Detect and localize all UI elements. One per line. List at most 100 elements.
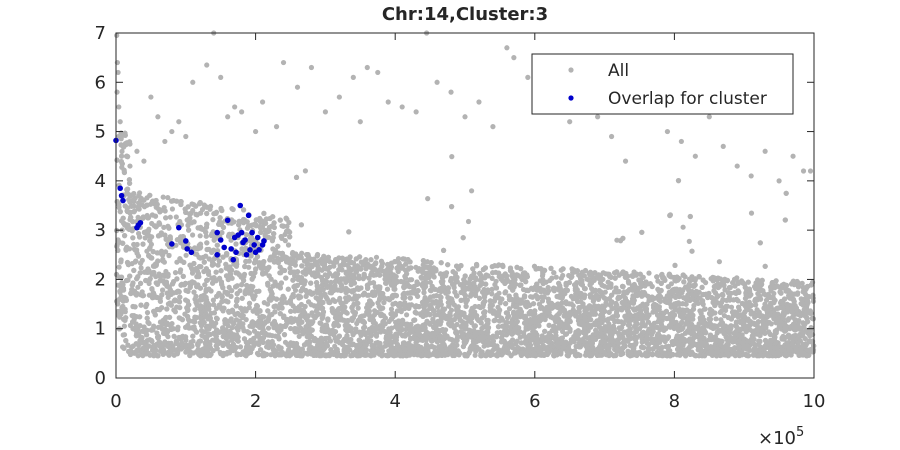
- all-point: [141, 324, 147, 330]
- all-point: [121, 323, 127, 329]
- all-point: [190, 338, 196, 344]
- all-point: [190, 207, 196, 214]
- all-point: [506, 306, 513, 312]
- all-point: [355, 305, 361, 311]
- all-point: [469, 188, 475, 194]
- all-point: [246, 264, 252, 270]
- all-point: [119, 148, 125, 154]
- all-point: [149, 220, 155, 227]
- all-point: [165, 195, 171, 201]
- all-point: [713, 316, 719, 322]
- all-point: [186, 318, 192, 324]
- all-point: [285, 242, 292, 248]
- all-point: [465, 218, 472, 225]
- all-point: [230, 206, 236, 213]
- all-point: [161, 224, 167, 230]
- all-point: [728, 304, 735, 310]
- all-point: [210, 217, 216, 223]
- all-point: [799, 280, 805, 286]
- all-point: [138, 265, 144, 271]
- all-point: [172, 270, 179, 276]
- all-point: [646, 270, 652, 276]
- all-point: [427, 279, 433, 285]
- all-point: [135, 284, 141, 290]
- all-point: [246, 305, 252, 311]
- all-point: [115, 282, 121, 288]
- all-point: [425, 196, 431, 202]
- all-point: [314, 253, 320, 259]
- all-point: [296, 295, 302, 301]
- chart-title: Chr:14,Cluster:3: [382, 4, 548, 25]
- all-point: [265, 325, 272, 331]
- all-point: [403, 326, 409, 333]
- all-point: [454, 321, 460, 328]
- all-point: [229, 324, 235, 331]
- all-point: [720, 292, 726, 298]
- all-point: [539, 298, 546, 304]
- all-point: [394, 308, 400, 314]
- all-point: [144, 310, 151, 316]
- all-point: [734, 275, 740, 281]
- all-point: [146, 280, 152, 287]
- all-point: [210, 297, 216, 303]
- all-point: [489, 275, 495, 281]
- all-point: [288, 256, 294, 262]
- all-point: [192, 307, 198, 313]
- all-point: [190, 232, 196, 238]
- all-point: [553, 274, 559, 280]
- all-point: [120, 332, 126, 338]
- all-point: [197, 233, 203, 239]
- all-point: [288, 325, 294, 332]
- all-point: [229, 288, 235, 294]
- all-point: [199, 332, 205, 339]
- all-point: [177, 269, 183, 275]
- all-point: [581, 273, 588, 279]
- all-point: [116, 264, 122, 270]
- all-point: [652, 295, 658, 301]
- all-point: [716, 259, 723, 265]
- all-point: [398, 309, 404, 315]
- all-point: [721, 313, 728, 319]
- all-point: [173, 242, 179, 248]
- all-point: [237, 344, 244, 350]
- all-point: [155, 324, 161, 330]
- all-point: [448, 275, 454, 282]
- all-point: [662, 338, 668, 345]
- all-point: [256, 352, 262, 358]
- all-point: [493, 278, 499, 284]
- all-point: [173, 214, 179, 220]
- all-point: [164, 290, 170, 296]
- all-point: [265, 301, 271, 307]
- all-point: [449, 154, 455, 160]
- all-point: [129, 313, 135, 319]
- all-point: [167, 214, 173, 220]
- all-point: [680, 224, 686, 230]
- all-point: [686, 238, 692, 244]
- scatter-cloud-all: [113, 130, 817, 359]
- all-point: [287, 265, 293, 271]
- all-point: [337, 280, 343, 286]
- all-point: [371, 312, 378, 318]
- all-point: [175, 324, 181, 330]
- all-point: [748, 210, 755, 216]
- all-point: [388, 306, 395, 312]
- all-point: [215, 262, 221, 268]
- all-point: [296, 333, 302, 339]
- all-point: [340, 276, 346, 282]
- all-point: [231, 321, 237, 327]
- all-point: [404, 312, 410, 318]
- all-point: [174, 259, 180, 265]
- all-point: [160, 194, 166, 200]
- all-point: [153, 274, 159, 280]
- all-point: [332, 279, 338, 285]
- all-point: [373, 254, 380, 260]
- all-point: [117, 289, 123, 296]
- all-point: [560, 272, 566, 279]
- all-point: [169, 206, 175, 212]
- all-point: [489, 291, 495, 297]
- all-point: [211, 302, 217, 308]
- all-point: [353, 326, 359, 332]
- all-point: [183, 252, 189, 258]
- all-point: [302, 168, 308, 174]
